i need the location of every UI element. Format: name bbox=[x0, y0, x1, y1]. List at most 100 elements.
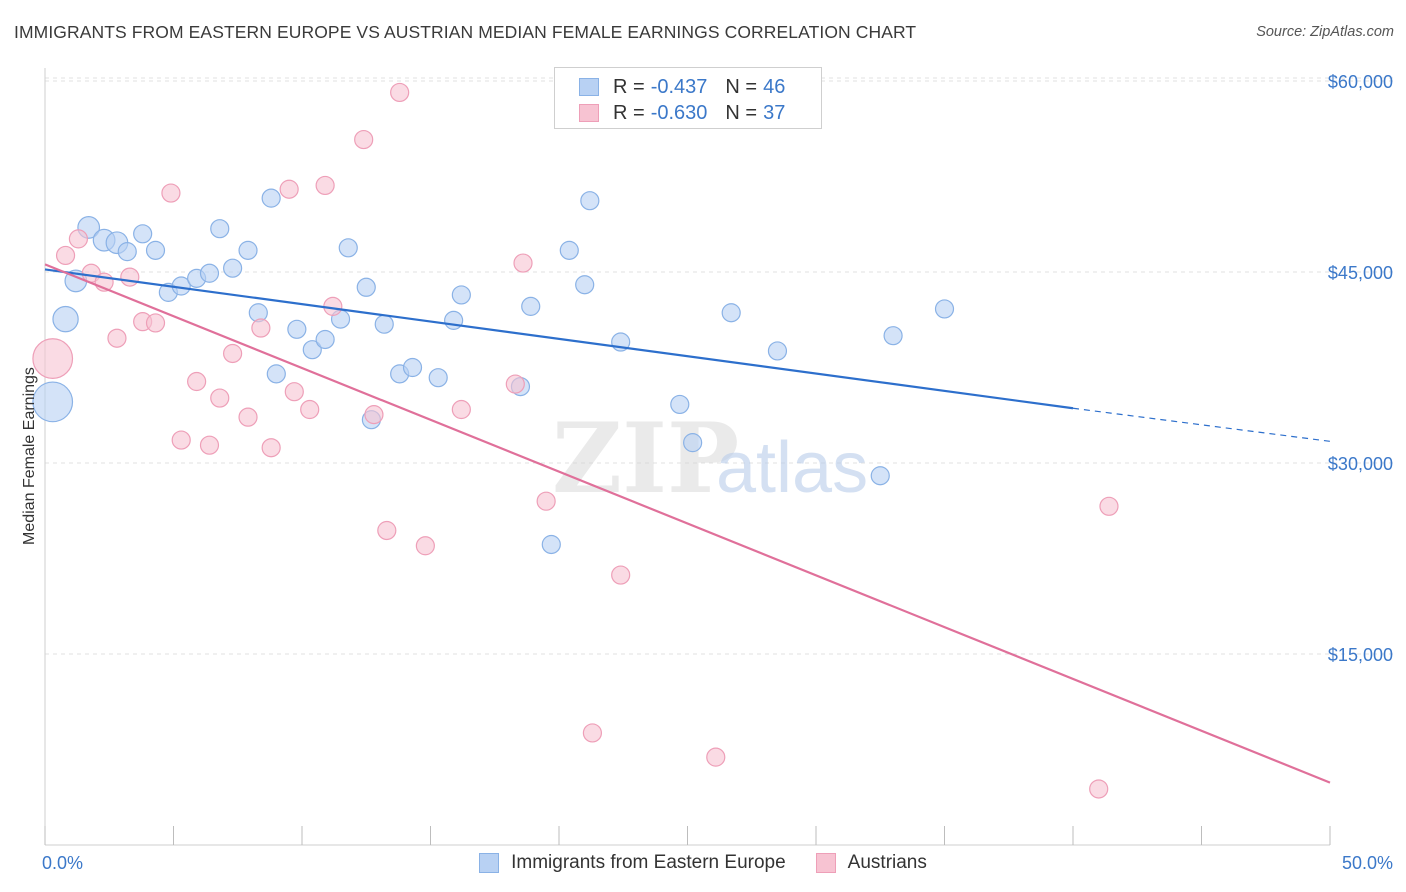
y-tick-label: $30,000 bbox=[1328, 454, 1393, 474]
point-austrians bbox=[377, 520, 397, 541]
n-label: N = bbox=[725, 101, 758, 124]
point-austrians bbox=[415, 536, 435, 556]
pink-swatch bbox=[579, 104, 599, 122]
point-austrians bbox=[238, 407, 258, 427]
point-eastern-europe bbox=[402, 357, 423, 378]
x-tick-label: 0.0% bbox=[42, 853, 83, 873]
n-value: 37 bbox=[763, 101, 786, 124]
legend-label: Austrians bbox=[847, 852, 927, 873]
point-eastern-europe bbox=[302, 340, 322, 360]
point-eastern-europe bbox=[287, 319, 307, 339]
source-label: Source: ZipAtlas.com bbox=[1256, 24, 1394, 40]
stats-legend-row-blue: R = -0.437 N = 46 bbox=[579, 74, 785, 100]
trend-line-eastern-europe bbox=[44, 268, 1074, 410]
point-eastern-europe bbox=[117, 242, 137, 262]
point-austrians bbox=[32, 338, 74, 379]
point-austrians bbox=[279, 179, 299, 199]
point-eastern-europe bbox=[266, 364, 286, 384]
point-austrians bbox=[55, 245, 76, 266]
point-eastern-europe bbox=[32, 381, 74, 423]
point-eastern-europe bbox=[52, 305, 79, 333]
point-austrians bbox=[120, 267, 140, 287]
pink-swatch bbox=[815, 853, 836, 873]
point-eastern-europe bbox=[374, 314, 394, 334]
x-tick-label: 50.0% bbox=[1342, 853, 1393, 873]
point-austrians bbox=[315, 175, 335, 196]
point-eastern-europe bbox=[451, 285, 471, 305]
axes-layer: $15,000 $30,000 $45,000 $60,000 0.0% 50.0% bbox=[42, 68, 1393, 873]
point-eastern-europe bbox=[315, 329, 335, 350]
point-eastern-europe bbox=[580, 191, 600, 211]
point-austrians bbox=[611, 565, 631, 585]
point-austrians bbox=[300, 399, 320, 420]
point-austrians bbox=[223, 343, 243, 364]
point-austrians bbox=[536, 491, 556, 511]
point-austrians bbox=[706, 747, 726, 767]
point-austrians bbox=[145, 313, 166, 333]
point-austrians bbox=[505, 374, 525, 394]
point-austrians bbox=[171, 430, 191, 450]
point-austrians bbox=[1089, 779, 1109, 799]
blue-swatch bbox=[479, 853, 500, 873]
watermark-atlas: atlas bbox=[716, 428, 868, 508]
point-eastern-europe bbox=[338, 238, 358, 258]
blue-swatch bbox=[579, 78, 599, 96]
point-austrians bbox=[161, 183, 181, 203]
point-eastern-europe bbox=[238, 240, 258, 260]
point-austrians bbox=[513, 253, 533, 273]
point-eastern-europe bbox=[223, 258, 243, 278]
n-label: N = bbox=[725, 75, 758, 98]
r-value: -0.437 bbox=[650, 75, 708, 98]
point-eastern-europe bbox=[559, 240, 579, 260]
point-austrians bbox=[187, 371, 207, 392]
n-value: 46 bbox=[763, 75, 786, 98]
point-eastern-europe bbox=[683, 433, 703, 453]
series-legend: Immigrants from Eastern Europe Austrians bbox=[0, 852, 1406, 874]
point-eastern-europe bbox=[870, 466, 890, 486]
point-eastern-europe bbox=[934, 299, 955, 319]
trend-layer bbox=[44, 263, 1331, 784]
trend-line-extension bbox=[1072, 407, 1331, 442]
point-austrians bbox=[68, 229, 89, 249]
point-austrians bbox=[1099, 496, 1119, 516]
point-eastern-europe bbox=[670, 394, 690, 415]
point-austrians bbox=[261, 438, 281, 458]
point-austrians bbox=[199, 435, 220, 455]
point-austrians bbox=[251, 318, 271, 338]
point-eastern-europe bbox=[883, 326, 903, 346]
y-axis-label: Median Female Earnings bbox=[21, 367, 38, 545]
y-tick-label: $60,000 bbox=[1328, 72, 1393, 92]
point-austrians bbox=[107, 328, 127, 348]
point-eastern-europe bbox=[428, 368, 448, 388]
point-eastern-europe bbox=[767, 341, 788, 361]
point-eastern-europe bbox=[261, 188, 281, 208]
trend-line-austrians bbox=[44, 263, 1331, 784]
legend-item-austrians[interactable]: Austrians bbox=[815, 852, 927, 874]
point-eastern-europe bbox=[145, 240, 166, 260]
point-eastern-europe bbox=[133, 224, 153, 244]
y-tick-label: $45,000 bbox=[1328, 263, 1393, 283]
r-value: -0.630 bbox=[650, 101, 708, 124]
point-eastern-europe bbox=[210, 219, 230, 239]
point-eastern-europe bbox=[521, 296, 541, 316]
point-eastern-europe bbox=[721, 303, 741, 323]
legend-item-eastern-europe[interactable]: Immigrants from Eastern Europe bbox=[479, 852, 786, 874]
watermark: ZIP atlas bbox=[552, 402, 868, 515]
r-label: R = bbox=[613, 101, 645, 124]
points-layer bbox=[32, 82, 1119, 799]
r-label: R = bbox=[613, 75, 645, 98]
point-eastern-europe bbox=[444, 310, 464, 330]
point-eastern-europe bbox=[541, 534, 561, 555]
stats-legend-row-pink: R = -0.630 N = 37 bbox=[579, 100, 785, 126]
point-austrians bbox=[582, 723, 603, 743]
point-austrians bbox=[284, 382, 304, 402]
point-austrians bbox=[210, 388, 230, 408]
point-austrians bbox=[354, 129, 374, 150]
watermark-zip: ZIP bbox=[552, 402, 739, 515]
point-eastern-europe bbox=[575, 275, 595, 295]
point-austrians bbox=[364, 405, 384, 425]
chart-title: IMMIGRANTS FROM EASTERN EUROPE VS AUSTRI… bbox=[14, 22, 917, 42]
grid-layer bbox=[45, 77, 1395, 655]
point-eastern-europe bbox=[356, 277, 376, 297]
